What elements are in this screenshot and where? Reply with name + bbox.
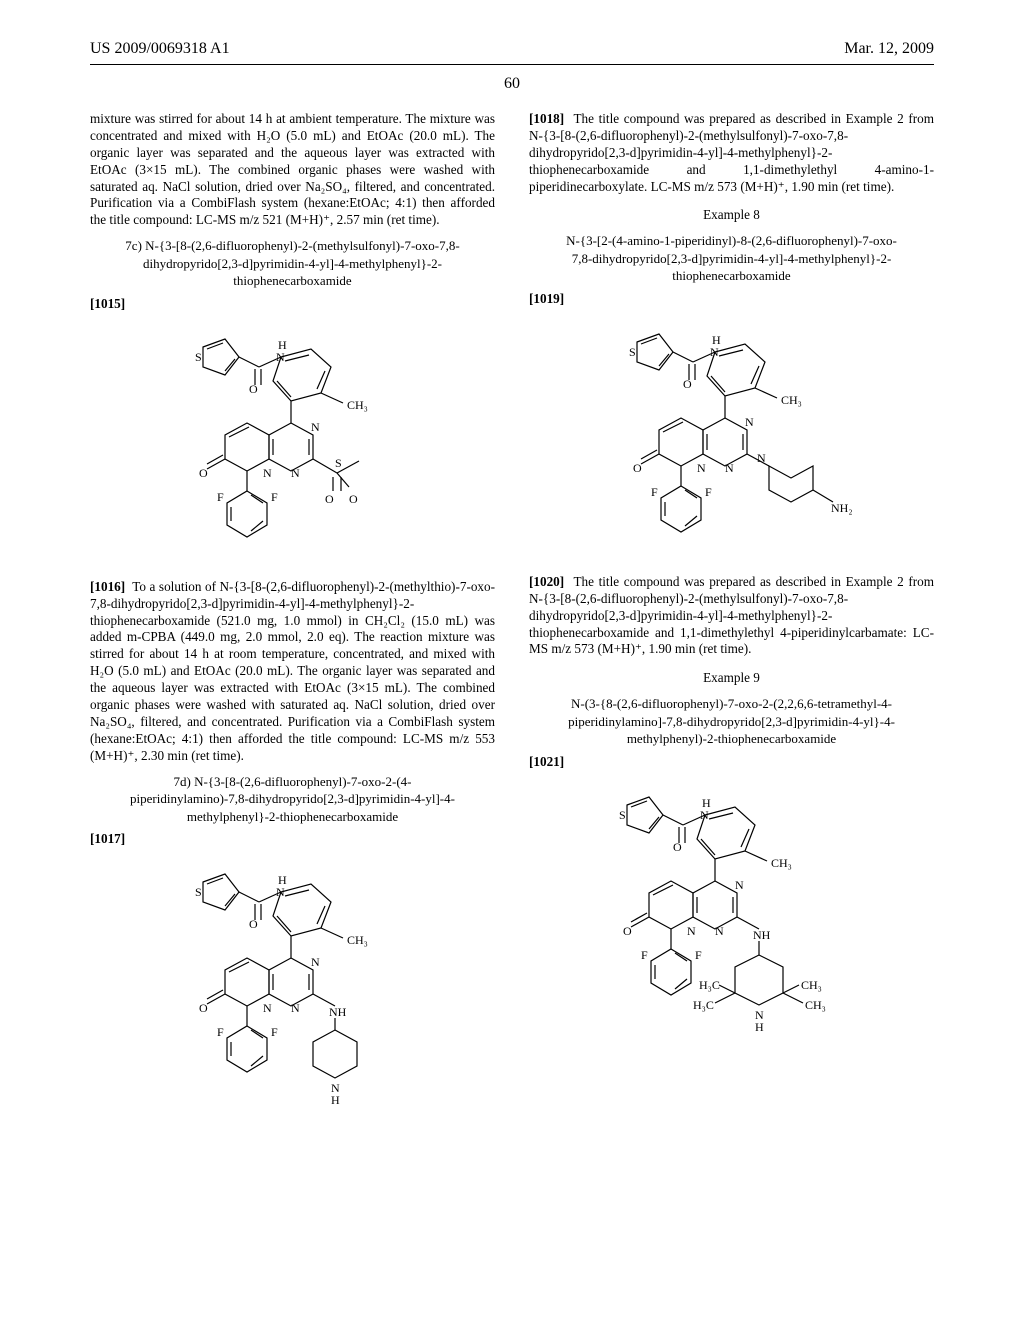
svg-text:N: N [276,350,285,364]
svg-text:N: N [697,461,706,475]
para-num-1020: [1020] [529,574,564,589]
svg-text:H₃C: H₃C [693,998,714,1012]
svg-text:N: N [311,955,320,969]
svg-text:CH₃: CH₃ [781,393,802,407]
svg-text:CH₃: CH₃ [805,998,826,1012]
structure-7c: S O H N CH₃ N N N O F F S O O [163,319,423,579]
svg-text:F: F [271,1025,278,1039]
svg-text:O: O [199,1001,208,1015]
svg-text:N: N [715,924,724,938]
svg-text:O: O [673,840,682,854]
svg-text:F: F [695,948,702,962]
svg-text:N: N [263,1001,272,1015]
svg-text:O: O [623,924,632,938]
pub-number: US 2009/0069318 A1 [90,40,230,58]
structure-example-8: S O H N CH₃ N N N O F F N NH₂ [597,314,867,574]
svg-text:F: F [705,485,712,499]
svg-text:N: N [757,451,766,465]
para-1016: [1016] To a solution of N-{3-[8-(2,6-dif… [90,579,495,765]
svg-text:H₃C: H₃C [699,978,720,992]
svg-text:F: F [217,490,224,504]
svg-text:F: F [651,485,658,499]
svg-text:CH₃: CH₃ [347,933,368,947]
para-num-1015: [1015] [90,296,495,313]
compound-7d-title: 7d) N-{3-[8-(2,6-difluorophenyl)-7-oxo-2… [120,773,465,826]
svg-text:N: N [291,1001,300,1015]
svg-text:H: H [755,1020,764,1034]
svg-text:S: S [619,808,626,822]
example-8-name: N-{3-[2-(4-amino-1-piperidinyl)-8-(2,6-d… [559,232,904,285]
svg-text:CH₃: CH₃ [347,398,368,412]
structure-example-9: S O H N CH₃ N N N O F F NH N H H₃C H₃C C [587,777,877,1077]
svg-text:F: F [271,490,278,504]
svg-text:F: F [641,948,648,962]
svg-text:O: O [349,492,358,506]
svg-text:CH₃: CH₃ [771,856,792,870]
svg-text:S: S [629,345,636,359]
svg-text:CH₃: CH₃ [801,978,822,992]
two-column-body: mixture was stirred for about 14 h at am… [90,111,934,1134]
svg-text:N: N [687,924,696,938]
svg-text:N: N [276,885,285,899]
svg-text:O: O [249,917,258,931]
para-1020: [1020] The title compound was prepared a… [529,574,934,658]
svg-text:S: S [195,885,202,899]
para-num-1018: [1018] [529,111,564,126]
svg-text:O: O [633,461,642,475]
svg-text:N: N [725,461,734,475]
header-rule [90,64,934,65]
para-1016-text: To a solution of N-{3-[8-(2,6-difluoroph… [90,579,495,763]
pub-date: Mar. 12, 2009 [844,40,934,58]
patent-page: US 2009/0069318 A1 Mar. 12, 2009 60 mixt… [0,0,1024,1320]
svg-text:O: O [199,466,208,480]
structure-7d: S O H N CH₃ N N N O F F NH N H [163,854,423,1134]
svg-text:N: N [700,808,709,822]
svg-text:NH: NH [753,928,771,942]
svg-text:O: O [683,377,692,391]
page-number: 60 [90,75,934,93]
svg-text:S: S [335,456,342,470]
example-9-label: Example 9 [529,670,934,687]
para-1018: [1018] The title compound was prepared a… [529,111,934,195]
para-continuation: mixture was stirred for about 14 h at am… [90,111,495,229]
svg-text:F: F [217,1025,224,1039]
svg-text:N: N [311,420,320,434]
para-1020-text: The title compound was prepared as descr… [529,574,934,657]
left-column: mixture was stirred for about 14 h at am… [90,111,495,1134]
svg-text:O: O [249,382,258,396]
para-num-1021: [1021] [529,754,934,771]
svg-text:N: N [263,466,272,480]
example-8-label: Example 8 [529,207,934,224]
svg-text:NH₂: NH₂ [831,501,853,515]
svg-text:NH: NH [329,1005,347,1019]
right-column: [1018] The title compound was prepared a… [529,111,934,1134]
svg-text:N: N [710,345,719,359]
svg-text:H: H [331,1093,340,1107]
example-9-name: N-(3-{8-(2,6-difluorophenyl)-7-oxo-2-(2,… [559,695,904,748]
para-num-1016: [1016] [90,579,125,594]
svg-text:S: S [195,350,202,364]
para-1018-text: The title compound was prepared as descr… [529,111,934,194]
svg-text:O: O [325,492,334,506]
svg-text:N: N [745,415,754,429]
svg-text:N: N [291,466,300,480]
svg-text:N: N [735,878,744,892]
page-header: US 2009/0069318 A1 Mar. 12, 2009 [90,40,934,58]
para-num-1017: [1017] [90,831,495,848]
compound-7c-title: 7c) N-{3-[8-(2,6-difluorophenyl)-2-(meth… [120,237,465,290]
para-num-1019: [1019] [529,291,934,308]
